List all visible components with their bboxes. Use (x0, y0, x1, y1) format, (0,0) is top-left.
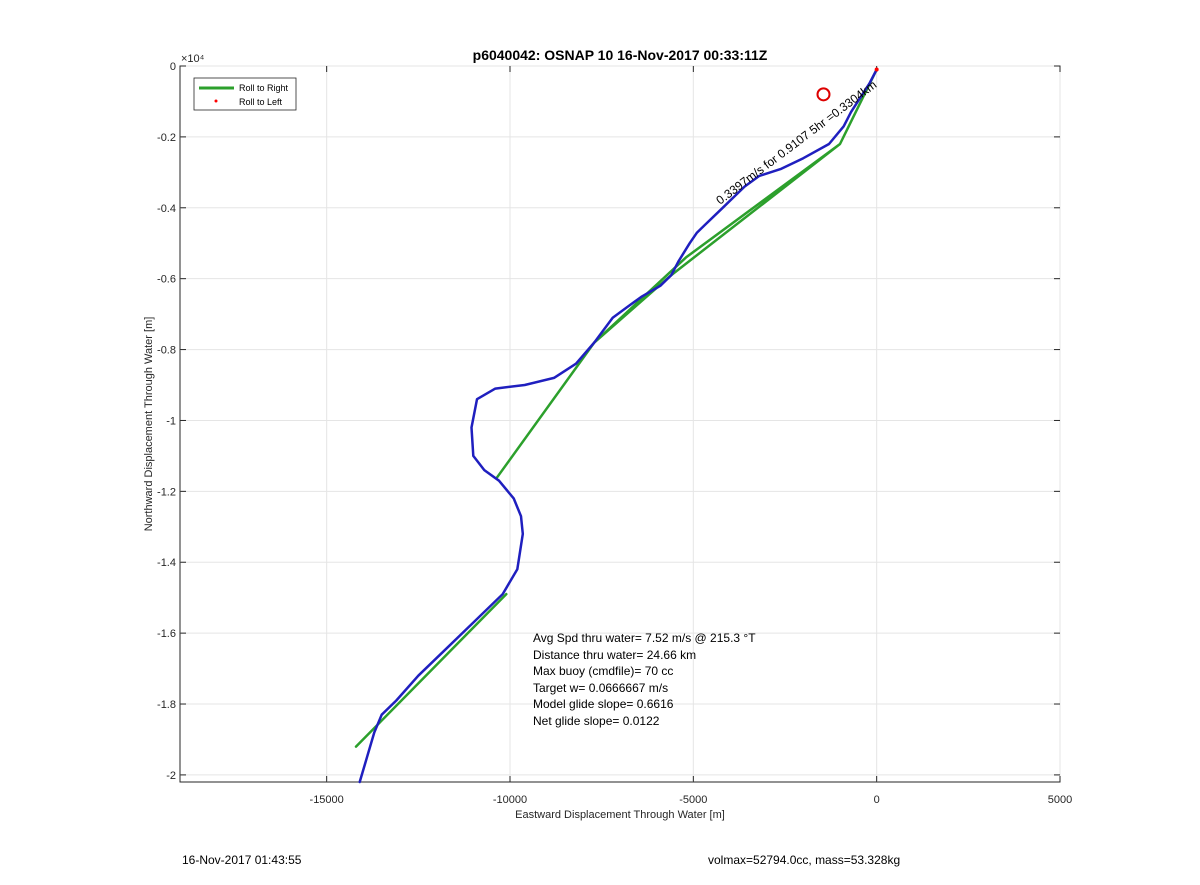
y-tick-label: -1 (166, 415, 176, 427)
x-tick-label: -10000 (493, 794, 527, 806)
chart-title: p6040042: OSNAP 10 16-Nov-2017 00:33:11Z (473, 47, 768, 63)
y-tick-label: -0.2 (157, 132, 176, 144)
roll-left-point (874, 67, 879, 72)
y-axis-label: Northward Displacement Through Water [m] (143, 317, 155, 532)
legend-label-roll-left: Roll to Left (239, 97, 283, 107)
series-roll-right-line (495, 68, 878, 479)
legend-marker-roll-left (214, 99, 218, 103)
stats-block: Avg Spd thru water= 7.52 m/s @ 215.3 °T … (533, 631, 756, 728)
legend: Roll to Right Roll to Left (193, 77, 297, 111)
y-exponent-label: ×10⁴ (181, 53, 205, 65)
stat-line: Avg Spd thru water= 7.52 m/s @ 215.3 °T (533, 631, 756, 645)
stat-line: Target w= 0.0666667 m/s (533, 681, 668, 695)
stat-line: Distance thru water= 24.66 km (533, 648, 696, 662)
footer-timestamp: 16-Nov-2017 01:43:55 (182, 853, 302, 867)
grid (180, 65, 1061, 782)
plot-area (354, 67, 879, 784)
stat-line: Net glide slope= 0.0122 (533, 714, 660, 728)
x-tick-label: -15000 (310, 794, 344, 806)
y-tick-label: -0.6 (157, 274, 176, 286)
legend-label-roll-right: Roll to Right (239, 83, 289, 93)
y-tick-label: -2 (166, 770, 176, 782)
x-tick-label: -5000 (679, 794, 707, 806)
series-net-line (354, 592, 508, 748)
stat-line: Max buoy (cmdfile)= 70 cc (533, 664, 673, 678)
footer-mass-info: volmax=52794.0cc, mass=53.328kg (708, 853, 901, 867)
tick-group: -15000 -10000 -5000 0 5000 0 -0.2 -0.4 -0.6 -0.8 -… (157, 61, 1072, 806)
y-tick-label: -0.8 (157, 345, 176, 357)
stat-line: Model glide slope= 0.6616 (533, 697, 674, 711)
y-tick-label: -1.8 (157, 699, 176, 711)
legend-box (193, 77, 297, 111)
end-marker (816, 87, 831, 102)
x-tick-label: 0 (874, 794, 880, 806)
y-tick-label: -1.6 (157, 628, 176, 640)
x-axis-label: Eastward Displacement Through Water [m] (515, 809, 725, 821)
y-tick-label: -1.4 (157, 557, 176, 569)
series-track-line (358, 68, 878, 784)
x-tick-label: 5000 (1048, 794, 1072, 806)
y-tick-label: -0.4 (157, 203, 176, 215)
y-tick-label: 0 (170, 61, 176, 73)
y-tick-label: -1.2 (157, 486, 176, 498)
